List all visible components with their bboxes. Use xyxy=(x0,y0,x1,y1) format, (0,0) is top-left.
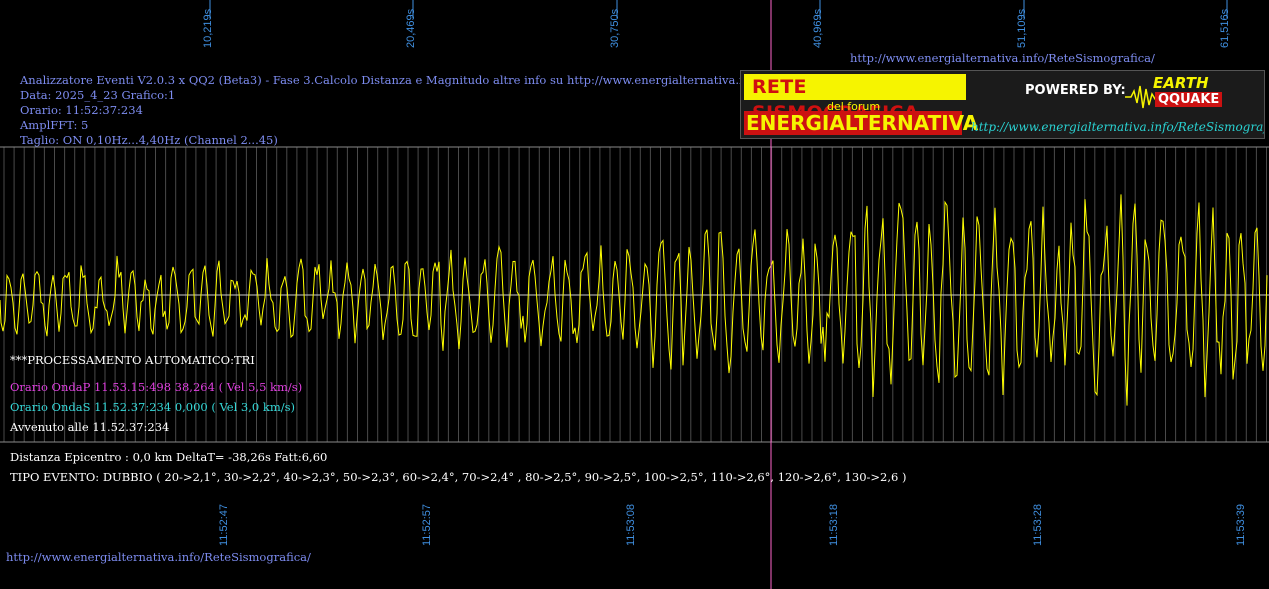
logo-qquake-text: QQUAKE xyxy=(1155,92,1223,107)
bottom-time-tick: 11:53:28 xyxy=(1032,503,1044,546)
logo-url-link[interactable]: http://www.energialternativa.info/ReteSi… xyxy=(971,120,1265,134)
top-time-tick: 51,109s xyxy=(1016,8,1028,48)
top-time-tick: 40,969s xyxy=(812,8,824,48)
top-time-tick: 30,750s xyxy=(609,8,621,48)
footer-url-link[interactable]: http://www.energialternativa.info/ReteSi… xyxy=(6,550,311,564)
event-type-label: TIPO EVENTO: DUBBIO ( 20->2,1°, 30->2,2°… xyxy=(10,470,907,484)
rete-sismografica-logo: RETE SISMOGRAFICA del forum ENERGIALTERN… xyxy=(740,70,1265,139)
logo-powered-text: POWERED BY: xyxy=(1025,83,1126,98)
avvenuto-label: Avvenuto alle 11.52.37:234 xyxy=(10,420,170,434)
logo-forum-text: del forum xyxy=(827,100,881,113)
seismic-trace xyxy=(0,194,1268,406)
distance-label: Distanza Epicentro : 0,0 km DeltaT= -38,… xyxy=(10,450,328,464)
top-time-tick: 61,516s xyxy=(1219,8,1231,48)
logo-rete-text: RETE SISMOGRAFICA xyxy=(744,74,966,124)
analyzer-title: Analizzatore Eventi V2.0.3 x QQ2 (Beta3)… xyxy=(20,73,821,87)
bottom-time-tick: 11:52:57 xyxy=(421,503,433,546)
date-label: Data: 2025_4_23 Grafico:1 xyxy=(20,88,176,102)
bottom-time-tick: 11:53:08 xyxy=(625,503,637,546)
onda-p-label: Orario OndaP 11.53.15:498 38,264 ( Vel 5… xyxy=(10,380,303,394)
bottom-time-tick: 11:53:39 xyxy=(1235,503,1247,546)
top-url-link[interactable]: http://www.energialternativa.info/ReteSi… xyxy=(850,51,1155,65)
auto-processing-label: ***PROCESSAMENTO AUTOMATICO:TRI xyxy=(10,353,255,367)
logo-earth-text: EARTH xyxy=(1153,74,1209,92)
onda-s-label: Orario OndaS 11.52.37:234 0,000 ( Vel 3,… xyxy=(10,400,296,414)
top-time-tick: 20,469s xyxy=(405,8,417,48)
amplfft-label: AmplFFT: 5 xyxy=(20,118,89,132)
bottom-time-tick: 11:52:47 xyxy=(218,503,230,546)
bottom-time-tick: 11:53:18 xyxy=(828,503,840,546)
filter-label: Taglio: ON 0,10Hz...4,40Hz (Channel 2...… xyxy=(20,133,278,147)
time-label: Orario: 11:52:37:234 xyxy=(20,103,143,117)
top-tick-marks xyxy=(209,0,1228,18)
top-time-tick: 10,219s xyxy=(202,8,214,48)
logo-energia-text: ENERGIALTERNATIVA xyxy=(744,111,979,135)
